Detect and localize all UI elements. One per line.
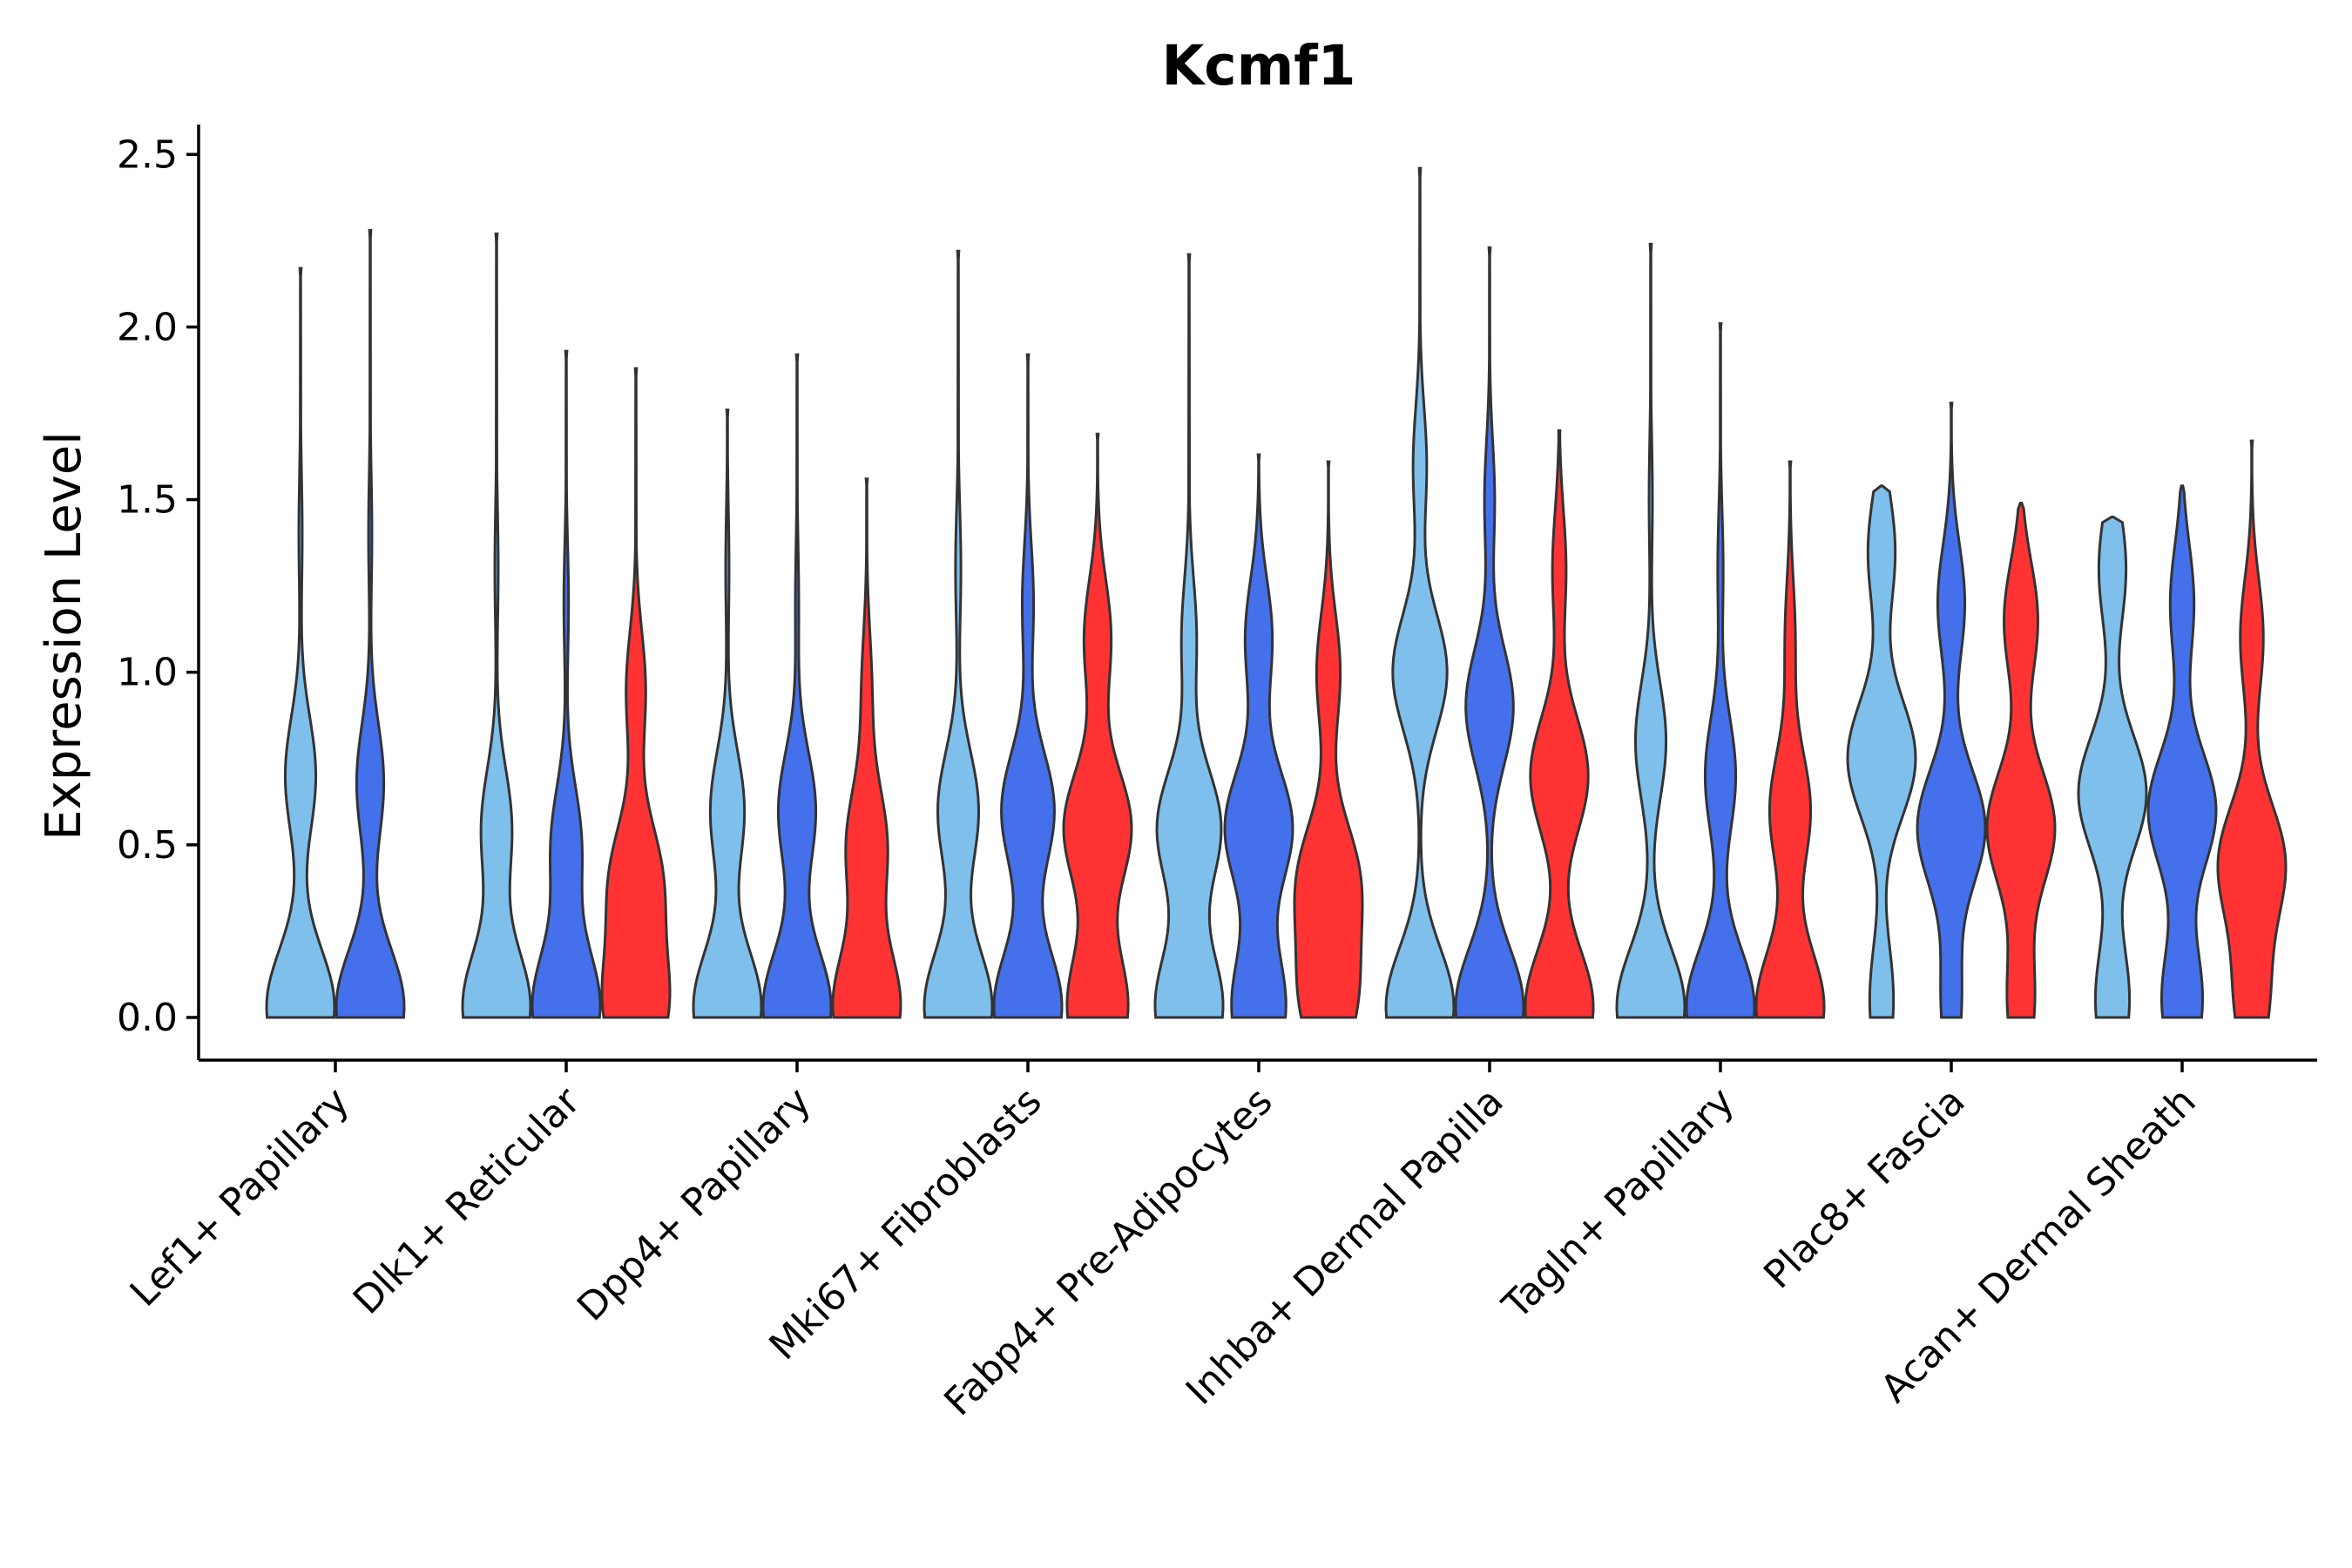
x-tick-label: Dlk1+ Reticular: [345, 1078, 590, 1323]
violin-shape: [992, 353, 1064, 1019]
x-tick-label: Lef1+ Papillary: [122, 1079, 358, 1315]
x-tick-label: Tagln+ Papillary: [1494, 1079, 1743, 1328]
y-tick-label: 1.5: [117, 478, 178, 523]
violin-shape: [2146, 484, 2218, 1019]
violin-shape: [335, 228, 406, 1019]
violin-shape: [2077, 515, 2148, 1019]
violins: [265, 166, 2288, 1019]
violin-shape: [1223, 453, 1294, 1019]
y-tick-label: 2.0: [117, 305, 178, 349]
violin-shape: [692, 409, 763, 1019]
violin-shape: [1384, 166, 1456, 1019]
violin-shape: [1293, 460, 1364, 1019]
violin-shape: [600, 367, 672, 1019]
violin-shape: [461, 232, 532, 1019]
axes: 0.0 0.5 1.0 1.5 2.0 2.5: [117, 125, 2317, 1072]
x-tick-label: Dpp4+ Papillary: [569, 1079, 820, 1330]
violin-shape: [1454, 246, 1525, 1019]
y-tick-label: 0.5: [117, 823, 178, 868]
violin-shape: [1846, 484, 1917, 1019]
violin-shape: [531, 349, 602, 1019]
violin-shape: [1153, 253, 1225, 1019]
y-axis-label: Expression Level: [36, 431, 92, 841]
violin-shape: [2216, 439, 2288, 1019]
violin-shape: [1754, 460, 1826, 1019]
violin-shape: [265, 267, 336, 1019]
y-tick-label: 0.0: [117, 996, 178, 1040]
x-tick-label: Plac8+ Fascia: [1755, 1079, 1974, 1298]
y-tick-label: 1.0: [117, 651, 178, 695]
violin-shape: [923, 249, 994, 1019]
violin-shape: [1062, 432, 1133, 1019]
chart-title: Kcmf1: [1161, 34, 1355, 98]
violin-shape: [1615, 242, 1686, 1019]
y-tick-label: 2.5: [117, 132, 178, 177]
violin-shape: [1916, 402, 1987, 1019]
violin-shape: [1985, 502, 2057, 1019]
violin-shape: [1524, 429, 1595, 1019]
violin-shape: [761, 353, 833, 1019]
violin-shape: [1685, 321, 1756, 1019]
violin-shape: [831, 477, 902, 1019]
